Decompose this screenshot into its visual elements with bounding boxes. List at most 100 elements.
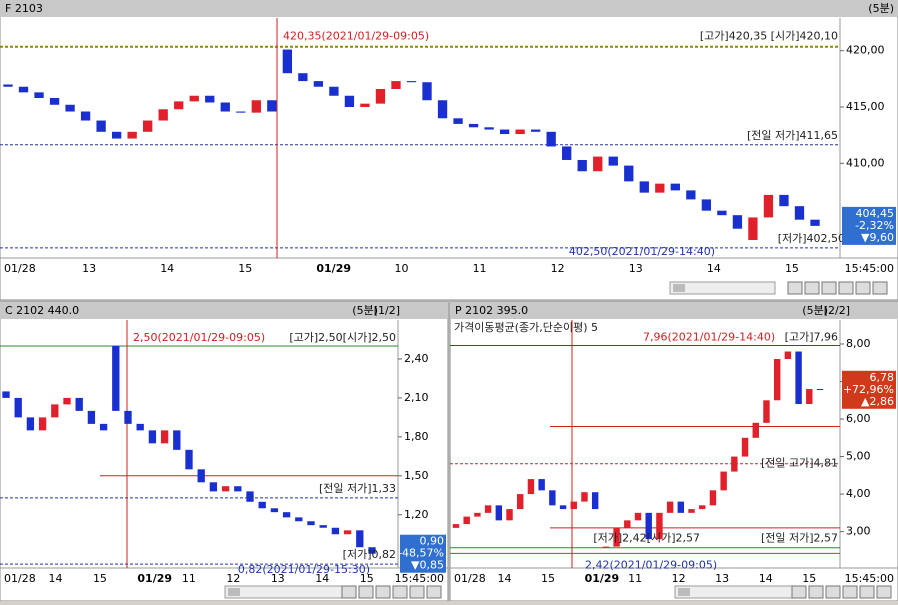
toolbar-button[interactable] bbox=[426, 585, 442, 599]
candle bbox=[331, 527, 340, 535]
candle bbox=[732, 215, 743, 229]
x-tick-label: 14 bbox=[759, 572, 773, 585]
candle bbox=[185, 449, 193, 470]
candle bbox=[741, 437, 749, 457]
y-tick-label: 1,80 bbox=[404, 430, 429, 443]
candle bbox=[763, 194, 774, 218]
x-tick-label: 01/28 bbox=[4, 262, 36, 275]
price-box-text: 0,90 bbox=[420, 535, 445, 548]
candle bbox=[559, 505, 567, 510]
candle bbox=[527, 479, 535, 495]
x-tick-label: 15:45:00 bbox=[845, 262, 894, 275]
candle bbox=[343, 530, 352, 535]
annotation: 2,50(2021/01/29-09:05) bbox=[133, 331, 265, 344]
price-box-text: ▼0,85 bbox=[411, 559, 444, 572]
x-tick-label: 15 bbox=[785, 262, 799, 275]
candle bbox=[236, 111, 246, 113]
scrollbar-track[interactable] bbox=[674, 585, 796, 599]
candle bbox=[656, 512, 663, 540]
toolbar-button[interactable] bbox=[392, 585, 408, 599]
candle bbox=[197, 469, 205, 483]
candle bbox=[174, 101, 184, 110]
y-tick-label: 8,00 bbox=[846, 337, 871, 350]
candle bbox=[602, 546, 610, 548]
scrollbar-track[interactable] bbox=[224, 585, 346, 599]
toolbar-button[interactable] bbox=[876, 585, 892, 599]
toolbar-button[interactable] bbox=[825, 585, 841, 599]
annotation: [저가]402,50 bbox=[778, 232, 845, 245]
candle bbox=[731, 456, 738, 472]
candle bbox=[270, 508, 279, 513]
candle bbox=[205, 95, 215, 103]
candle bbox=[577, 159, 587, 172]
candle bbox=[251, 100, 261, 113]
candle bbox=[360, 103, 370, 108]
candle bbox=[634, 512, 642, 521]
x-tick-label: 12 bbox=[226, 572, 240, 585]
x-tick-label: 15 bbox=[541, 572, 555, 585]
header-bar bbox=[450, 302, 898, 319]
toolbar-button[interactable] bbox=[787, 281, 803, 295]
toolbar-button[interactable] bbox=[859, 585, 875, 599]
candle bbox=[474, 512, 481, 517]
candle bbox=[468, 123, 479, 128]
candle bbox=[784, 351, 792, 360]
price-box-text: 404,45 bbox=[856, 207, 895, 220]
scrollbar-track[interactable] bbox=[669, 281, 776, 295]
candle bbox=[221, 486, 230, 492]
candle bbox=[608, 156, 618, 166]
toolbar-button[interactable] bbox=[804, 281, 820, 295]
page-indicator[interactable]: [1/2] bbox=[374, 304, 400, 317]
toolbar-button[interactable] bbox=[375, 585, 391, 599]
price-box-text: 6,78 bbox=[870, 371, 895, 384]
candle bbox=[795, 351, 802, 405]
candle bbox=[794, 206, 805, 220]
candle bbox=[160, 430, 169, 444]
panel-title: F 2103 bbox=[5, 2, 43, 15]
candle bbox=[18, 86, 29, 93]
y-tick-label: 6,00 bbox=[846, 412, 871, 425]
price-box-text: ▼9,60 bbox=[861, 231, 894, 244]
candle bbox=[686, 190, 696, 200]
candle bbox=[530, 129, 541, 132]
toolbar-button[interactable] bbox=[821, 281, 837, 295]
toolbar-button[interactable] bbox=[842, 585, 858, 599]
y-tick-label: 415,00 bbox=[846, 100, 885, 113]
candle bbox=[14, 397, 22, 418]
x-tick-label: 01/29 bbox=[585, 572, 620, 585]
toolbar-button[interactable] bbox=[855, 281, 871, 295]
candle bbox=[624, 520, 631, 528]
x-tick-label: 14 bbox=[707, 262, 721, 275]
candle bbox=[699, 505, 706, 510]
scrollbar-thumb[interactable] bbox=[228, 588, 240, 596]
toolbar-button[interactable] bbox=[791, 585, 807, 599]
price-box-text: +72,96% bbox=[843, 383, 894, 396]
toolbar-button[interactable] bbox=[872, 281, 888, 295]
x-tick-label: 13 bbox=[82, 262, 96, 275]
candle bbox=[499, 129, 510, 135]
annotation: 7,96(2021/01/29-14:40) bbox=[643, 331, 775, 344]
toolbar-button[interactable] bbox=[358, 585, 374, 599]
page-indicator[interactable]: [2/2] bbox=[824, 304, 850, 317]
candle bbox=[422, 82, 432, 101]
candle bbox=[148, 430, 157, 444]
toolbar-button[interactable] bbox=[808, 585, 824, 599]
candle bbox=[677, 501, 685, 513]
price-box bbox=[842, 370, 896, 409]
candle bbox=[112, 345, 120, 411]
candle bbox=[258, 501, 266, 509]
toolbar-button[interactable] bbox=[341, 585, 357, 599]
candle bbox=[3, 84, 13, 87]
header-bar bbox=[0, 302, 448, 319]
annotation: [전일 고가]4,81 bbox=[761, 456, 838, 470]
panel-title: P 2102 395.0 bbox=[455, 304, 528, 317]
toolbar-button[interactable] bbox=[409, 585, 425, 599]
scrollbar-thumb[interactable] bbox=[673, 284, 685, 292]
scrollbar-thumb[interactable] bbox=[678, 588, 690, 596]
candle bbox=[173, 430, 181, 450]
candle bbox=[591, 492, 599, 510]
toolbar-button[interactable] bbox=[838, 281, 854, 295]
candle bbox=[688, 509, 695, 513]
interval: (5분) bbox=[868, 2, 894, 15]
